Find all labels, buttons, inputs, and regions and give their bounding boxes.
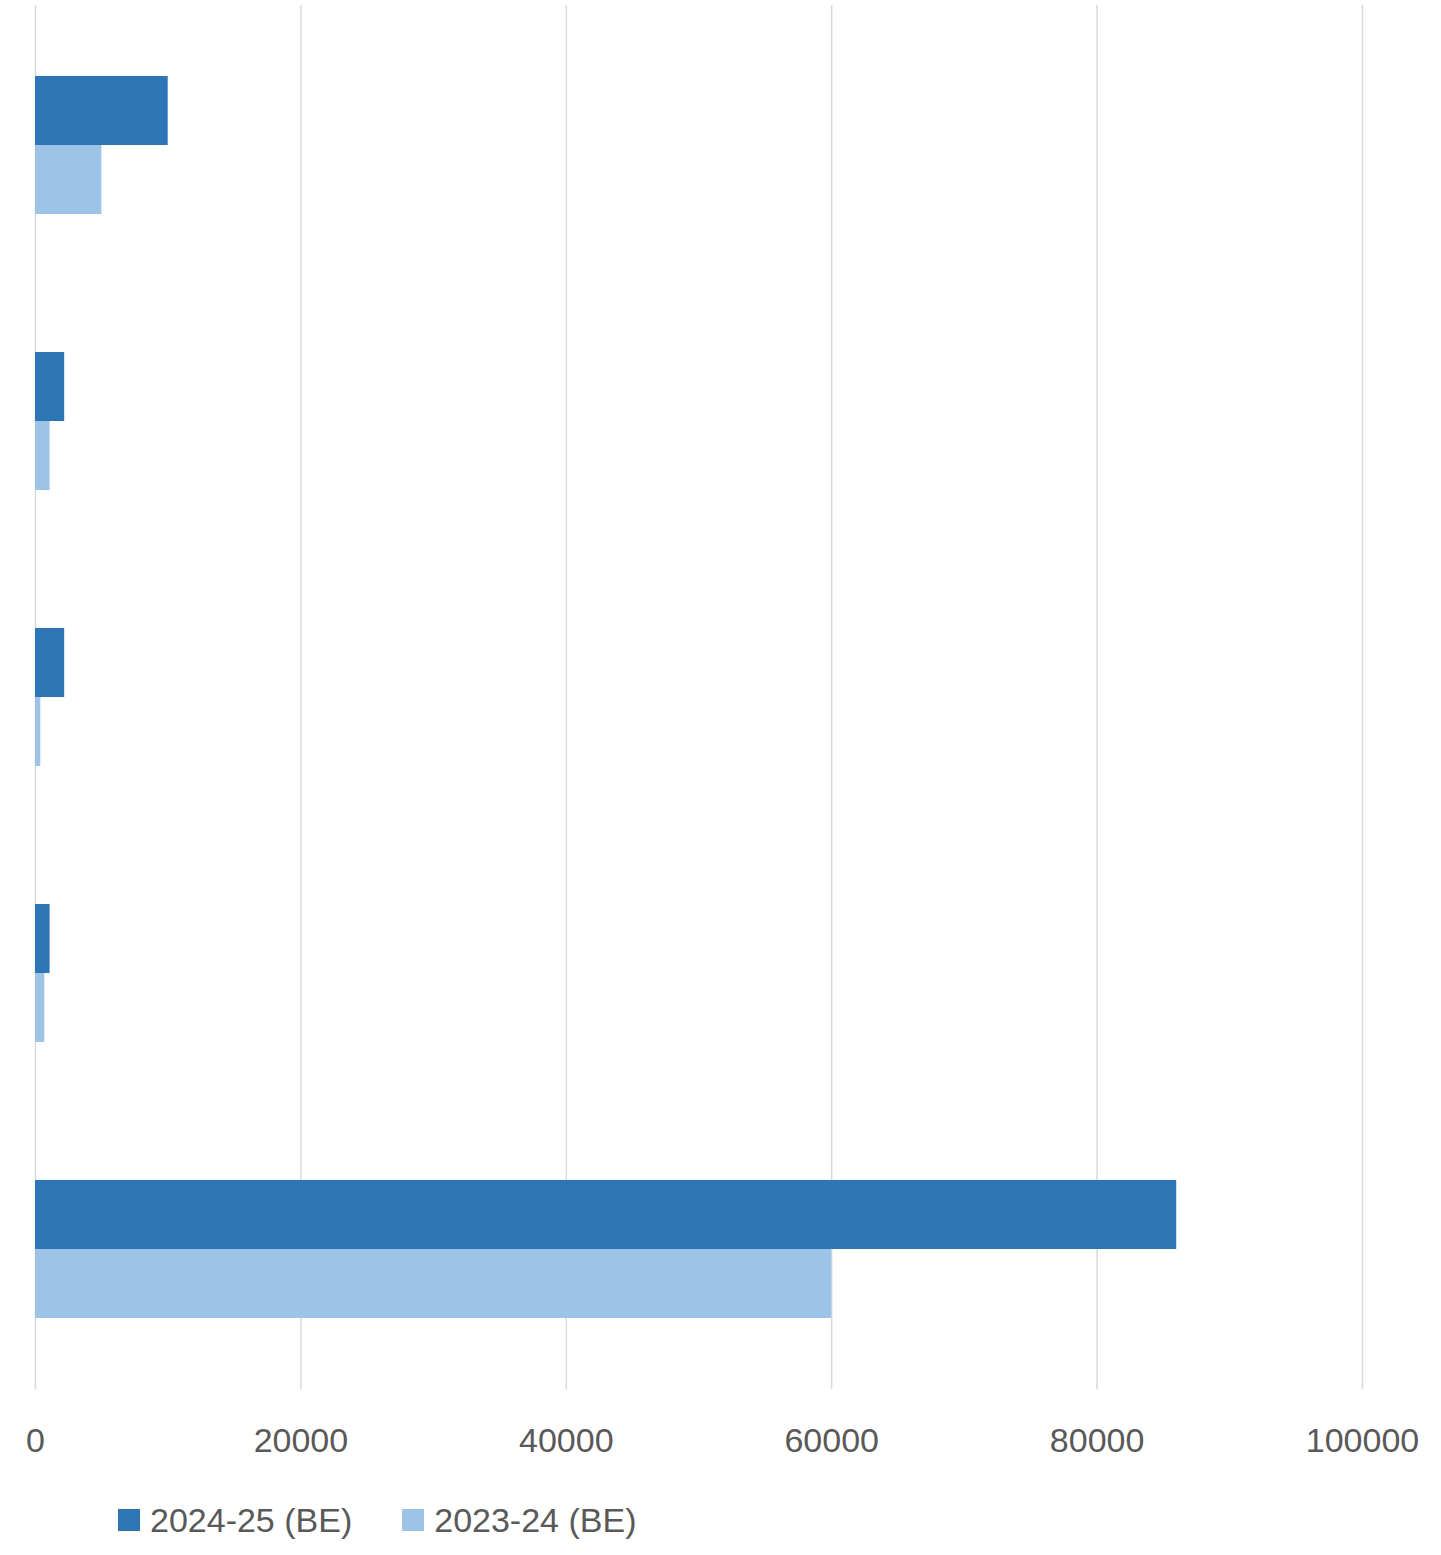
html-text:2023-24 (BE): 2023-24 (BE) xyxy=(434,1500,637,1539)
svg-text:100000: 100000 xyxy=(1306,1421,1419,1459)
html-text:2024-25 (BE): 2024-25 (BE) xyxy=(150,1500,353,1539)
svg-text:60000: 60000 xyxy=(784,1421,879,1459)
svg-text:0: 0 xyxy=(26,1421,45,1459)
svg-text:80000: 80000 xyxy=(1050,1421,1145,1459)
svg-text:40000: 40000 xyxy=(519,1421,614,1459)
svg-text:20000: 20000 xyxy=(254,1421,349,1459)
